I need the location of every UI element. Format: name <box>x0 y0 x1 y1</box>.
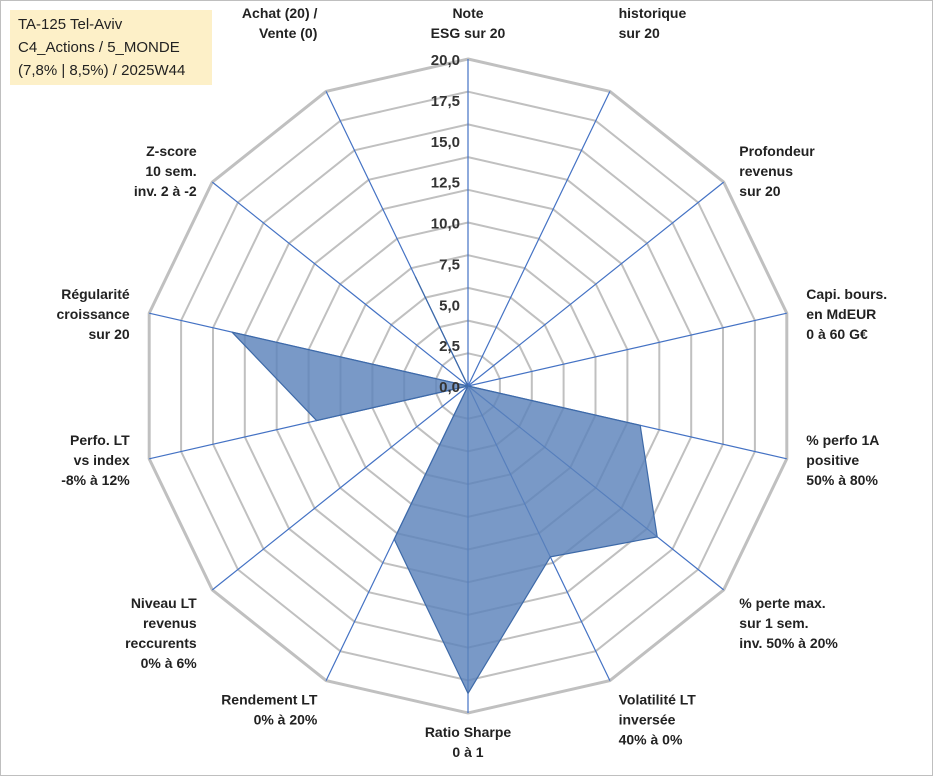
info-line-stats: (7,8% | 8,5%) / 2025W44 <box>18 62 186 79</box>
axis-label-line: Régularité <box>61 286 130 302</box>
axis-label: % perte max. sur 1 sem. inv. 50% à 20% <box>739 595 838 651</box>
axis-spoke <box>467 181 725 387</box>
axis-label-line: 0% à 6% <box>141 655 198 671</box>
axis-label-line: Momentum <box>243 0 318 1</box>
tick-label: 17,5 <box>431 93 460 110</box>
axis-label: Momentum Achat (20) / Vente (0) <box>242 0 318 41</box>
axis-label-line: inversée <box>619 712 676 728</box>
axis-label-line: croissance <box>57 306 130 322</box>
axis-label-line: inv. 2 à -2 <box>134 183 197 199</box>
axis-label-line: Perfo. LT <box>70 432 130 448</box>
info-box: TA-125 Tel-Aviv C4_Actions / 5_MONDE (7,… <box>10 10 212 85</box>
axis-label-line: Rendement LT <box>221 692 318 708</box>
axis-label-line: revenus <box>739 163 793 179</box>
axis-label-line: reccurents <box>125 635 197 651</box>
axis-label-line: 40% à 0% <box>619 732 683 748</box>
axis-label-line: inv. 50% à 20% <box>739 635 838 651</box>
axis-label-line: Niveau LT <box>131 595 197 611</box>
axis-label-line: 10 sem. <box>145 163 196 179</box>
tick-label: 12,5 <box>431 175 460 192</box>
series-area <box>231 276 658 695</box>
tick-label: 15,0 <box>431 134 460 151</box>
tick-layer: 0,0 2,5 5,0 7,5 10,0 12,5 15,0 17,5 20,0 <box>431 52 460 396</box>
axis-label: Capi. bours. en MdEUR 0 à 60 G€ <box>806 286 887 342</box>
axis-label-line: Ratio Sharpe <box>425 724 512 740</box>
axis-label: Perfo. LT vs index -8% à 12% <box>61 432 130 488</box>
axis-label: Ratio Sharpe 0 à 1 <box>425 724 512 760</box>
axis-label: Profondeur revenus sur 20 <box>739 143 815 199</box>
axis-spoke <box>211 181 469 387</box>
info-line-category: C4_Actions / 5_MONDE <box>18 39 180 56</box>
axis-label-line: % perfo 1A <box>806 432 879 448</box>
axis-label-line: Achat (20) / <box>242 5 318 21</box>
axis-label-line: 50% à 80% <box>806 472 878 488</box>
axis-label-line: vs index <box>74 452 130 468</box>
tick-label: 10,0 <box>431 216 460 233</box>
axis-label-line: Vente (0) <box>259 25 317 41</box>
axis-label: Note ESG sur 20 <box>431 5 506 41</box>
axis-label-line: positive <box>806 452 859 468</box>
axis-label: Niveau LT revenus reccurents 0% à 6% <box>125 595 197 671</box>
axis-label: Volatilité LT inversée 40% à 0% <box>619 692 697 748</box>
axis-label-line: Profondeur <box>739 143 815 159</box>
axis-label: % perfo 1A positive 50% à 80% <box>806 432 879 488</box>
axis-spoke <box>467 91 611 387</box>
info-line-index: TA-125 Tel-Aviv <box>18 16 123 33</box>
axis-label-line: 0 à 60 G€ <box>806 326 868 342</box>
axis-label: Rendement LT 0% à 20% <box>221 692 318 728</box>
axis-label-line: 0% à 20% <box>254 712 318 728</box>
axis-label: Régularité croissance sur 20 <box>57 286 130 342</box>
axis-label-line: sur 20 <box>619 25 660 41</box>
axis-label-line: % perte max. <box>739 595 825 611</box>
axis-label-layer: Note ESG sur 20 Profondeur historique sur 20… <box>57 0 888 760</box>
axis-label: Profondeur historique sur 20 <box>619 0 695 41</box>
tick-label: 20,0 <box>431 52 460 69</box>
tick-label: 5,0 <box>439 297 460 314</box>
axis-spoke <box>211 385 469 591</box>
axis-label-line: en MdEUR <box>806 306 876 322</box>
tick-label: 0,0 <box>439 379 460 396</box>
axis-label: Z-score 10 sem. inv. 2 à -2 <box>134 143 197 199</box>
axis-label-line: 0 à 1 <box>452 744 483 760</box>
axis-label-line: Profondeur <box>619 0 695 1</box>
series-layer <box>231 276 658 695</box>
axis-spoke <box>467 312 787 387</box>
tick-label: 7,5 <box>439 256 460 273</box>
axis-label-line: -8% à 12% <box>61 472 130 488</box>
axis-label-line: Note <box>452 5 483 21</box>
axis-label-line: sur 1 sem. <box>739 615 808 631</box>
axis-label-line: revenus <box>143 615 197 631</box>
axis-label-line: Z-score <box>146 143 197 159</box>
axis-label-line: sur 20 <box>739 183 780 199</box>
tick-label: 2,5 <box>439 338 460 355</box>
axis-label-line: Capi. bours. <box>806 286 887 302</box>
axis-label-line: Volatilité LT <box>619 692 697 708</box>
axis-label-line: historique <box>619 5 687 21</box>
axis-label-line: sur 20 <box>88 326 129 342</box>
axis-label-line: ESG sur 20 <box>431 25 506 41</box>
